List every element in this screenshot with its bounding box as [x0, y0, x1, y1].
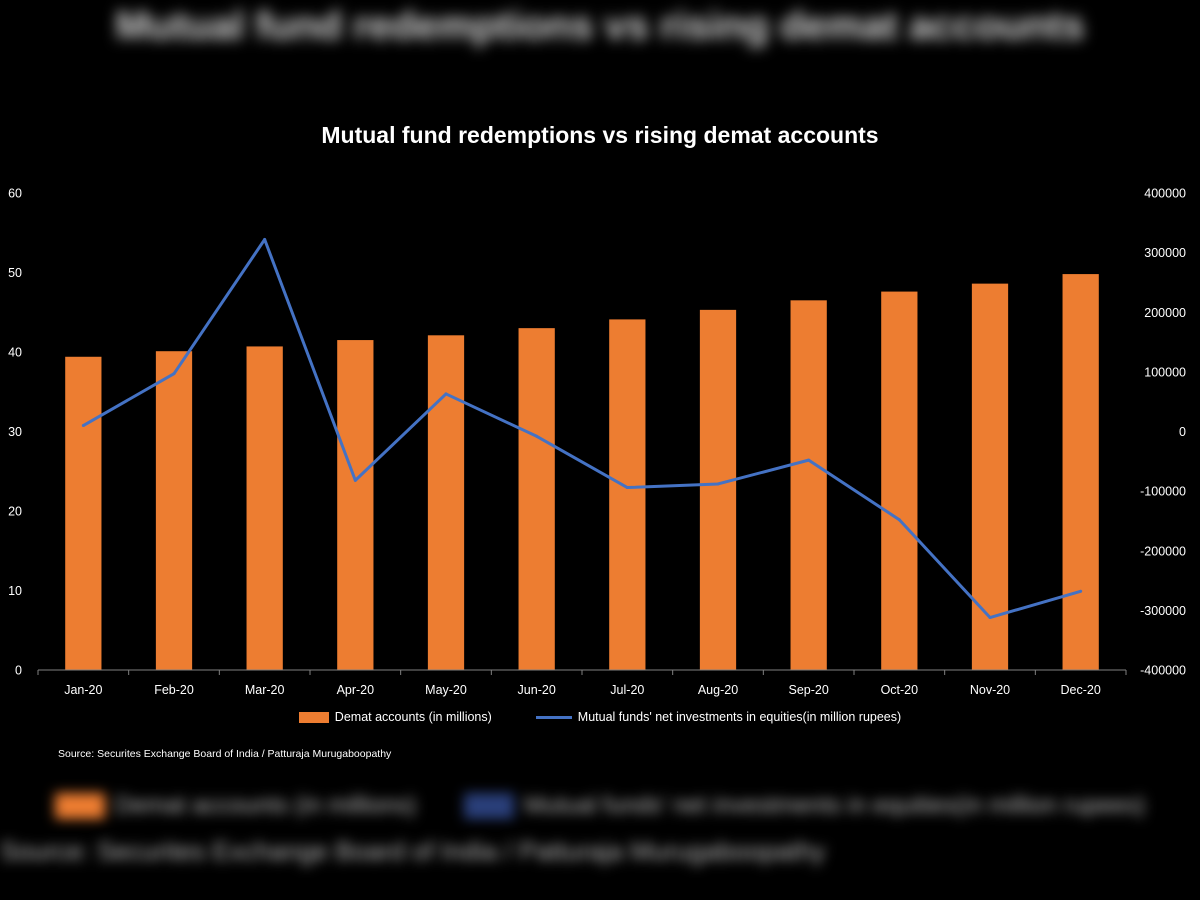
blurred-bar-swatch: [54, 793, 105, 819]
x-tick-label: Nov-20: [970, 683, 1010, 697]
blurred-line-swatch: [464, 793, 515, 819]
bar-demat-oct-20: [881, 291, 918, 670]
bar-demat-jun-20: [518, 328, 555, 670]
point-mutual-funds-may-20: [444, 392, 448, 396]
point-mutual-funds-nov-20: [988, 616, 992, 620]
y-right-tick-label: 100000: [1144, 365, 1186, 379]
blurred-legend-label-mutual-funds: Mutual funds' net investments in equitie…: [524, 792, 1146, 819]
y-right-tick-label: -200000: [1140, 544, 1186, 558]
legend-bar-swatch: [298, 711, 329, 723]
y-left-tick-label: 50: [8, 266, 22, 280]
point-mutual-funds-dec-20: [1079, 589, 1083, 593]
x-tick-label: Feb-20: [154, 683, 194, 697]
point-mutual-funds-jan-20: [81, 424, 85, 428]
point-mutual-funds-feb-20: [172, 372, 176, 376]
y-right-tick-label: 400000: [1144, 187, 1186, 201]
bar-demat-jul-20: [609, 319, 646, 670]
x-tick-label: Jul-20: [610, 683, 644, 697]
bar-demat-nov-20: [971, 283, 1009, 670]
y-left-tick-label: 60: [8, 187, 22, 201]
x-tick-label: Jun-20: [518, 683, 556, 697]
y-right-tick-label: 300000: [1144, 246, 1186, 260]
legend-label-mutual-funds: Mutual funds' net investments in equitie…: [577, 710, 902, 724]
y-left-tick-label: 10: [8, 584, 22, 598]
y-right-tick-label: 0: [1179, 425, 1186, 439]
bar-demat-aug-20: [699, 309, 737, 670]
y-left-tick-label: 20: [8, 505, 22, 519]
blurred-legend-item-demat: Demat accounts (in millions): [54, 792, 417, 820]
combo-chart: Jan-20 Feb-20 Mar-20 Apr-20 May-20 Jun-20 Jul-…: [8, 187, 1186, 698]
x-tick-label: Mar-20: [245, 683, 285, 697]
y-right-tick-label: -100000: [1140, 485, 1186, 499]
bar-demat-feb-20: [155, 351, 193, 670]
legend-item-demat: Demat accounts (in millions): [298, 710, 492, 724]
blurred-legend-label-demat: Demat accounts (in millions): [114, 792, 417, 819]
blurred-title-background: Mutual fund redemptions vs rising demat …: [115, 4, 1085, 48]
bar-demat-mar-20: [246, 346, 283, 670]
x-tick-label: Dec-20: [1061, 683, 1101, 697]
line-mutual-funds-net-investments: [82, 238, 1082, 620]
x-tick-label: Sep-20: [789, 683, 829, 697]
blurred-legend-background: Demat accounts (in millions) Mutual fund…: [0, 792, 1200, 820]
point-mutual-funds-jun-20: [535, 434, 539, 438]
chart-card: Mutual fund redemptions vs rising demat …: [0, 100, 1200, 790]
source-note: Source: Securites Exchange Board of Indi…: [58, 748, 392, 760]
legend-label-demat: Demat accounts (in millions): [334, 710, 492, 724]
y-right-tick-label: -400000: [1140, 664, 1186, 678]
y-left-tick-label: 40: [8, 346, 22, 360]
blurred-source-background: Source: Securites Exchange Board of Indi…: [0, 836, 826, 866]
point-mutual-funds-oct-20: [897, 518, 901, 522]
bar-demat-may-20: [427, 335, 465, 670]
bar-demat-apr-20: [337, 340, 374, 670]
bar-demat-jan-20: [65, 356, 102, 670]
bar-demat-dec-20: [1062, 274, 1099, 670]
point-mutual-funds-jul-20: [625, 486, 629, 490]
y-left-tick-label: 0: [15, 664, 22, 678]
blurred-legend-item-mutual-funds: Mutual funds' net investments in equitie…: [464, 792, 1145, 820]
point-mutual-funds-aug-20: [716, 482, 720, 486]
point-mutual-funds-sep-20: [807, 458, 811, 462]
chart-legend: Demat accounts (in millions) Mutual fund…: [0, 710, 1200, 724]
point-mutual-funds-apr-20: [353, 478, 357, 482]
x-tick-label: Apr-20: [337, 683, 375, 697]
x-tick-label: May-20: [425, 683, 467, 697]
legend-line-swatch: [535, 715, 572, 719]
y-right-tick-label: 200000: [1144, 306, 1186, 320]
y-left-tick-label: 30: [8, 425, 22, 439]
legend-item-mutual-funds: Mutual funds' net investments in equitie…: [535, 710, 902, 724]
x-tick-label: Oct-20: [881, 683, 919, 697]
x-tick-label: Aug-20: [698, 683, 738, 697]
point-mutual-funds-mar-20: [263, 238, 267, 242]
y-right-tick-label: -300000: [1140, 604, 1186, 618]
bar-demat-sep-20: [790, 300, 827, 670]
x-tick-label: Jan-20: [64, 683, 102, 697]
chart-title: Mutual fund redemptions vs rising demat …: [321, 122, 879, 148]
